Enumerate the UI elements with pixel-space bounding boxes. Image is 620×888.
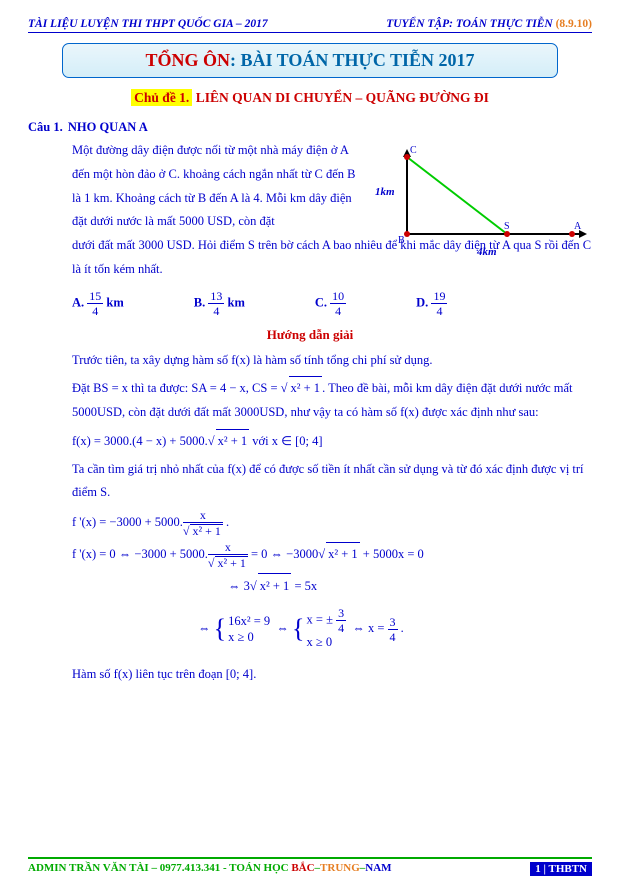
- sol-line-9: Hàm số f(x) liên tục trên đoạn [0; 4].: [72, 663, 592, 687]
- header-left: TÀI LIỆU LUYỆN THI THPT QUỐC GIA – 2017: [28, 18, 268, 30]
- answer-options: A. 154 km B. 134 km C. 104 D. 194: [72, 290, 592, 317]
- title-sep: :: [230, 50, 241, 70]
- question-body: C B S A 1km 4km Một đường dây điện được …: [28, 139, 592, 687]
- footer-page: 1 | THBTN: [530, 862, 592, 876]
- diagram-label-s: S: [504, 221, 510, 232]
- sol-line-6: f '(x) = 0 ⇔ −3000 + 5000.x√x² + 1 = 0 ⇔…: [72, 541, 592, 569]
- diagram-x: 4km: [476, 246, 497, 258]
- sol-line-5: f '(x) = −3000 + 5000.x√x² + 1 .: [72, 509, 592, 537]
- sol-line-3: f(x) = 3000.(4 − x) + 5000.√x² + 1 với x…: [72, 429, 592, 454]
- doc-header: TÀI LIỆU LUYỆN THI THPT QUỐC GIA – 2017 …: [28, 18, 592, 30]
- topic-line: Chủ đề 1. LIÊN QUAN DI CHUYỂN – QUÃNG ĐƯ…: [28, 90, 592, 106]
- title-blue: BÀI TOÁN THỰC TIỄN 2017: [240, 50, 474, 70]
- sol-line-2: Đặt BS = x thì ta được: SA = 4 − x, CS =…: [72, 376, 592, 425]
- diagram-label-c: C: [410, 145, 417, 156]
- sol-line-7: ⇔ 3√x² + 1 = 5x: [228, 573, 592, 599]
- header-rule: [28, 32, 592, 33]
- diagram-y: 1km: [375, 186, 395, 198]
- sol-line-8: ⇔ {16x² = 9x ≥ 0 ⇔ {x = ± 34x ≥ 0 ⇔ x = …: [198, 603, 592, 655]
- question-label: Câu 1. NHO QUAN A: [28, 120, 592, 135]
- option-d: D. 194: [416, 290, 447, 317]
- option-c: C. 104: [315, 290, 346, 317]
- diagram-svg: C B S A 1km 4km: [372, 139, 592, 269]
- diagram-label-a: A: [574, 221, 582, 232]
- diagram-label-b: B: [398, 235, 405, 246]
- page-footer: ADMIN TRẦN VĂN TÀI – 0977.413.341 - TOÁN…: [28, 857, 592, 876]
- title-banner: TỔNG ÔN: BÀI TOÁN THỰC TIỄN 2017: [62, 43, 558, 78]
- header-right: TUYỂN TẬP: TOÁN THỰC TIỄN (8.9.10): [386, 18, 592, 30]
- topic-badge: Chủ đề 1.: [131, 89, 192, 106]
- option-a: A. 154 km: [72, 290, 124, 317]
- title-red: TỔNG ÔN: [145, 50, 230, 70]
- sol-line-1: Trước tiên, ta xây dựng hàm số f(x) là h…: [72, 349, 592, 373]
- footer-left: ADMIN TRẦN VĂN TÀI – 0977.413.341 - TOÁN…: [28, 862, 392, 876]
- topic-text: LIÊN QUAN DI CHUYỂN – QUÃNG ĐƯỜNG ĐI: [192, 90, 489, 105]
- hint-heading: Hướng dẫn giải: [28, 327, 592, 343]
- diagram: C B S A 1km 4km: [372, 139, 592, 269]
- option-b: B. 134 km: [194, 290, 245, 317]
- sol-line-4: Ta cần tìm giá trị nhỏ nhất của f(x) để …: [72, 458, 592, 506]
